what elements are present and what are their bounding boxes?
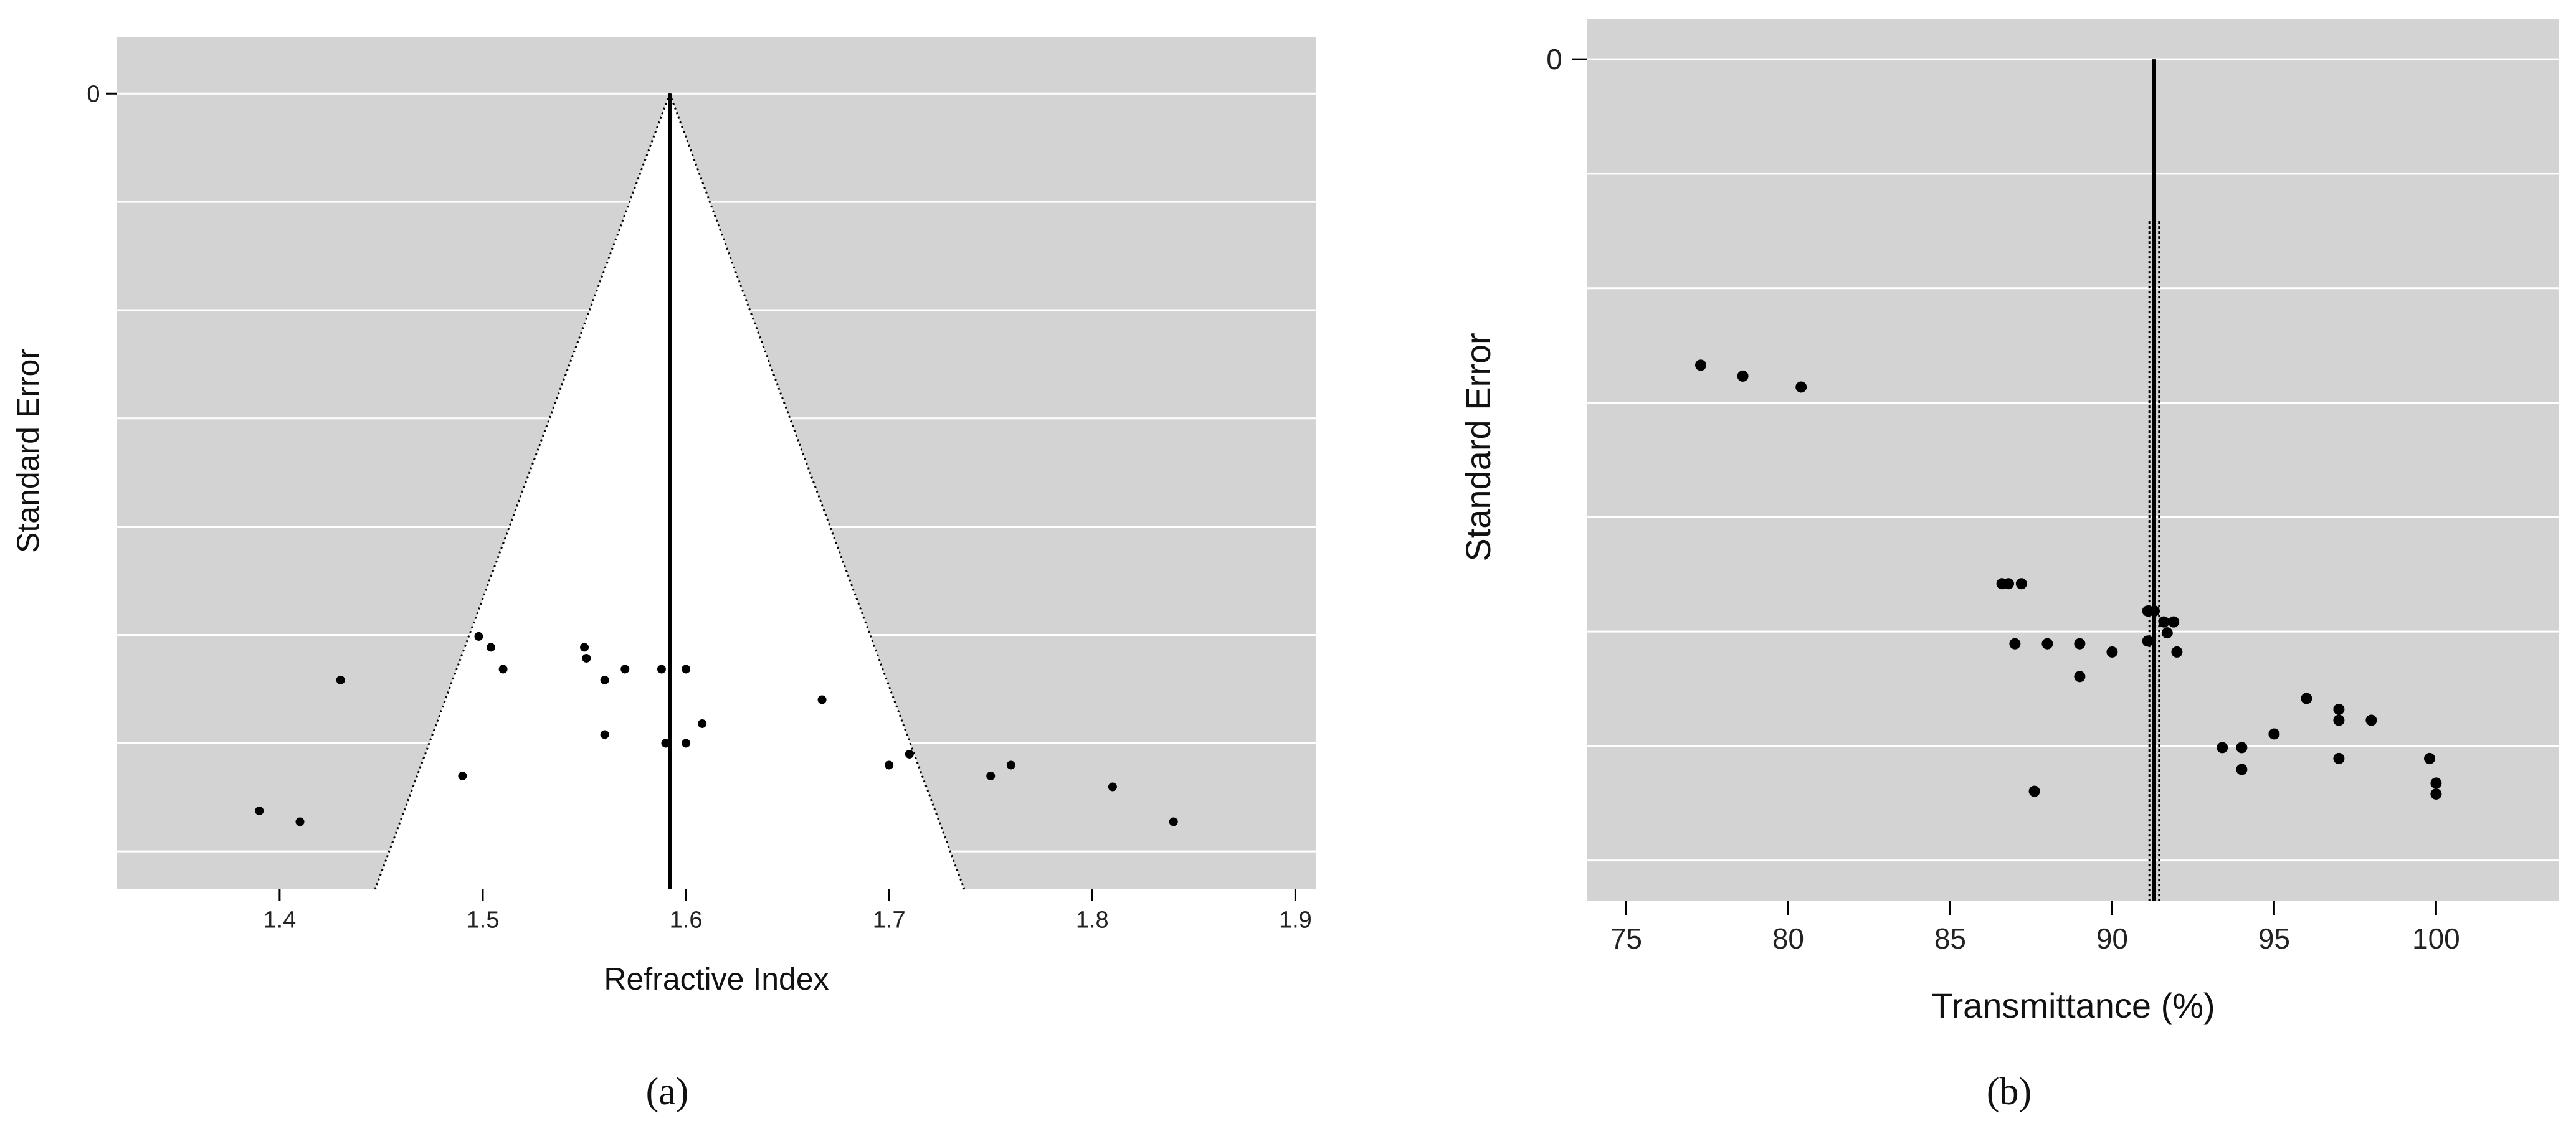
x-tick-label: 85	[1934, 922, 1966, 955]
panel-label: (a)	[646, 1071, 689, 1113]
x-axis-title: Refractive Index	[604, 962, 829, 996]
data-point	[498, 665, 508, 674]
x-tick-label: 1.5	[467, 907, 500, 934]
y-axis-title: Standard Error	[11, 349, 45, 553]
data-point	[682, 739, 691, 748]
y-axis-title: Standard Error	[1458, 333, 1498, 561]
data-point	[2158, 616, 2170, 628]
data-point	[2365, 714, 2377, 726]
data-point	[2074, 638, 2086, 650]
data-point	[2003, 578, 2014, 590]
funnel-left-boundary	[374, 93, 671, 890]
data-point	[661, 739, 670, 748]
data-point	[2268, 728, 2280, 740]
data-point	[2106, 646, 2118, 658]
x-tick-label: 75	[1610, 922, 1642, 955]
data-point	[2333, 752, 2345, 764]
y-tick-label: 0	[1546, 43, 1562, 75]
data-point	[885, 760, 894, 770]
x-axis-title: Transmittance (%)	[1931, 986, 2215, 1025]
x-tick-label: 100	[2412, 922, 2460, 955]
panel-a-funnel-plot: 0 1.4 1.5 1.6 1.7 1.8 1.9 Refractive Index Stand…	[11, 37, 1316, 1113]
data-point	[2430, 777, 2442, 789]
data-point	[905, 749, 914, 759]
data-point	[1795, 381, 1807, 393]
data-point	[2161, 627, 2173, 639]
data-point	[2333, 703, 2345, 715]
data-point	[620, 665, 630, 674]
data-point	[255, 806, 264, 815]
data-point	[986, 771, 996, 780]
data-point	[336, 675, 345, 684]
x-tick-label: 80	[1772, 922, 1804, 955]
data-point	[2009, 638, 2021, 650]
data-point	[1169, 817, 1178, 826]
data-point	[2217, 742, 2228, 754]
data-point	[474, 632, 483, 641]
funnel-right-boundary	[668, 93, 966, 890]
data-point	[582, 653, 591, 663]
data-point	[2236, 742, 2248, 754]
plot-background	[1587, 19, 2559, 901]
x-tick-label: 1.9	[1279, 907, 1312, 934]
data-point	[458, 771, 467, 780]
data-point	[487, 643, 496, 652]
data-point	[2142, 635, 2154, 647]
data-point	[1108, 782, 1117, 792]
x-tick-label: 1.4	[263, 907, 296, 934]
data-point	[2028, 785, 2040, 797]
x-tick-label: 95	[2258, 922, 2290, 955]
panel-b-funnel-plot: 0 75 80 85 90 95 100 Transmittance (%) Standard …	[1458, 19, 2559, 1113]
data-point	[2236, 764, 2248, 775]
data-point	[1006, 760, 1015, 770]
data-point	[1737, 370, 1749, 382]
data-point	[2168, 616, 2180, 628]
y-tick-label: 0	[87, 82, 100, 108]
data-point	[2333, 714, 2345, 726]
data-point	[2430, 788, 2442, 800]
x-tick-label: 1.6	[670, 907, 703, 934]
data-point	[657, 665, 666, 674]
data-point	[2149, 605, 2160, 617]
data-point	[1695, 359, 1706, 371]
data-point	[2074, 671, 2086, 683]
data-point	[295, 817, 305, 826]
data-point	[580, 643, 589, 652]
data-point	[600, 730, 609, 739]
x-tick-label: 1.8	[1076, 907, 1109, 934]
data-point	[600, 675, 609, 684]
data-point	[817, 695, 827, 704]
panel-label: (b)	[1987, 1071, 2032, 1113]
data-point	[2424, 752, 2435, 764]
data-point	[2041, 638, 2053, 650]
data-point	[698, 719, 707, 728]
x-tick-label: 1.7	[873, 907, 906, 934]
data-point	[2301, 693, 2312, 704]
data-point	[2171, 646, 2183, 658]
data-point	[682, 665, 691, 674]
data-point	[2015, 578, 2027, 590]
x-tick-label: 90	[2096, 922, 2128, 955]
